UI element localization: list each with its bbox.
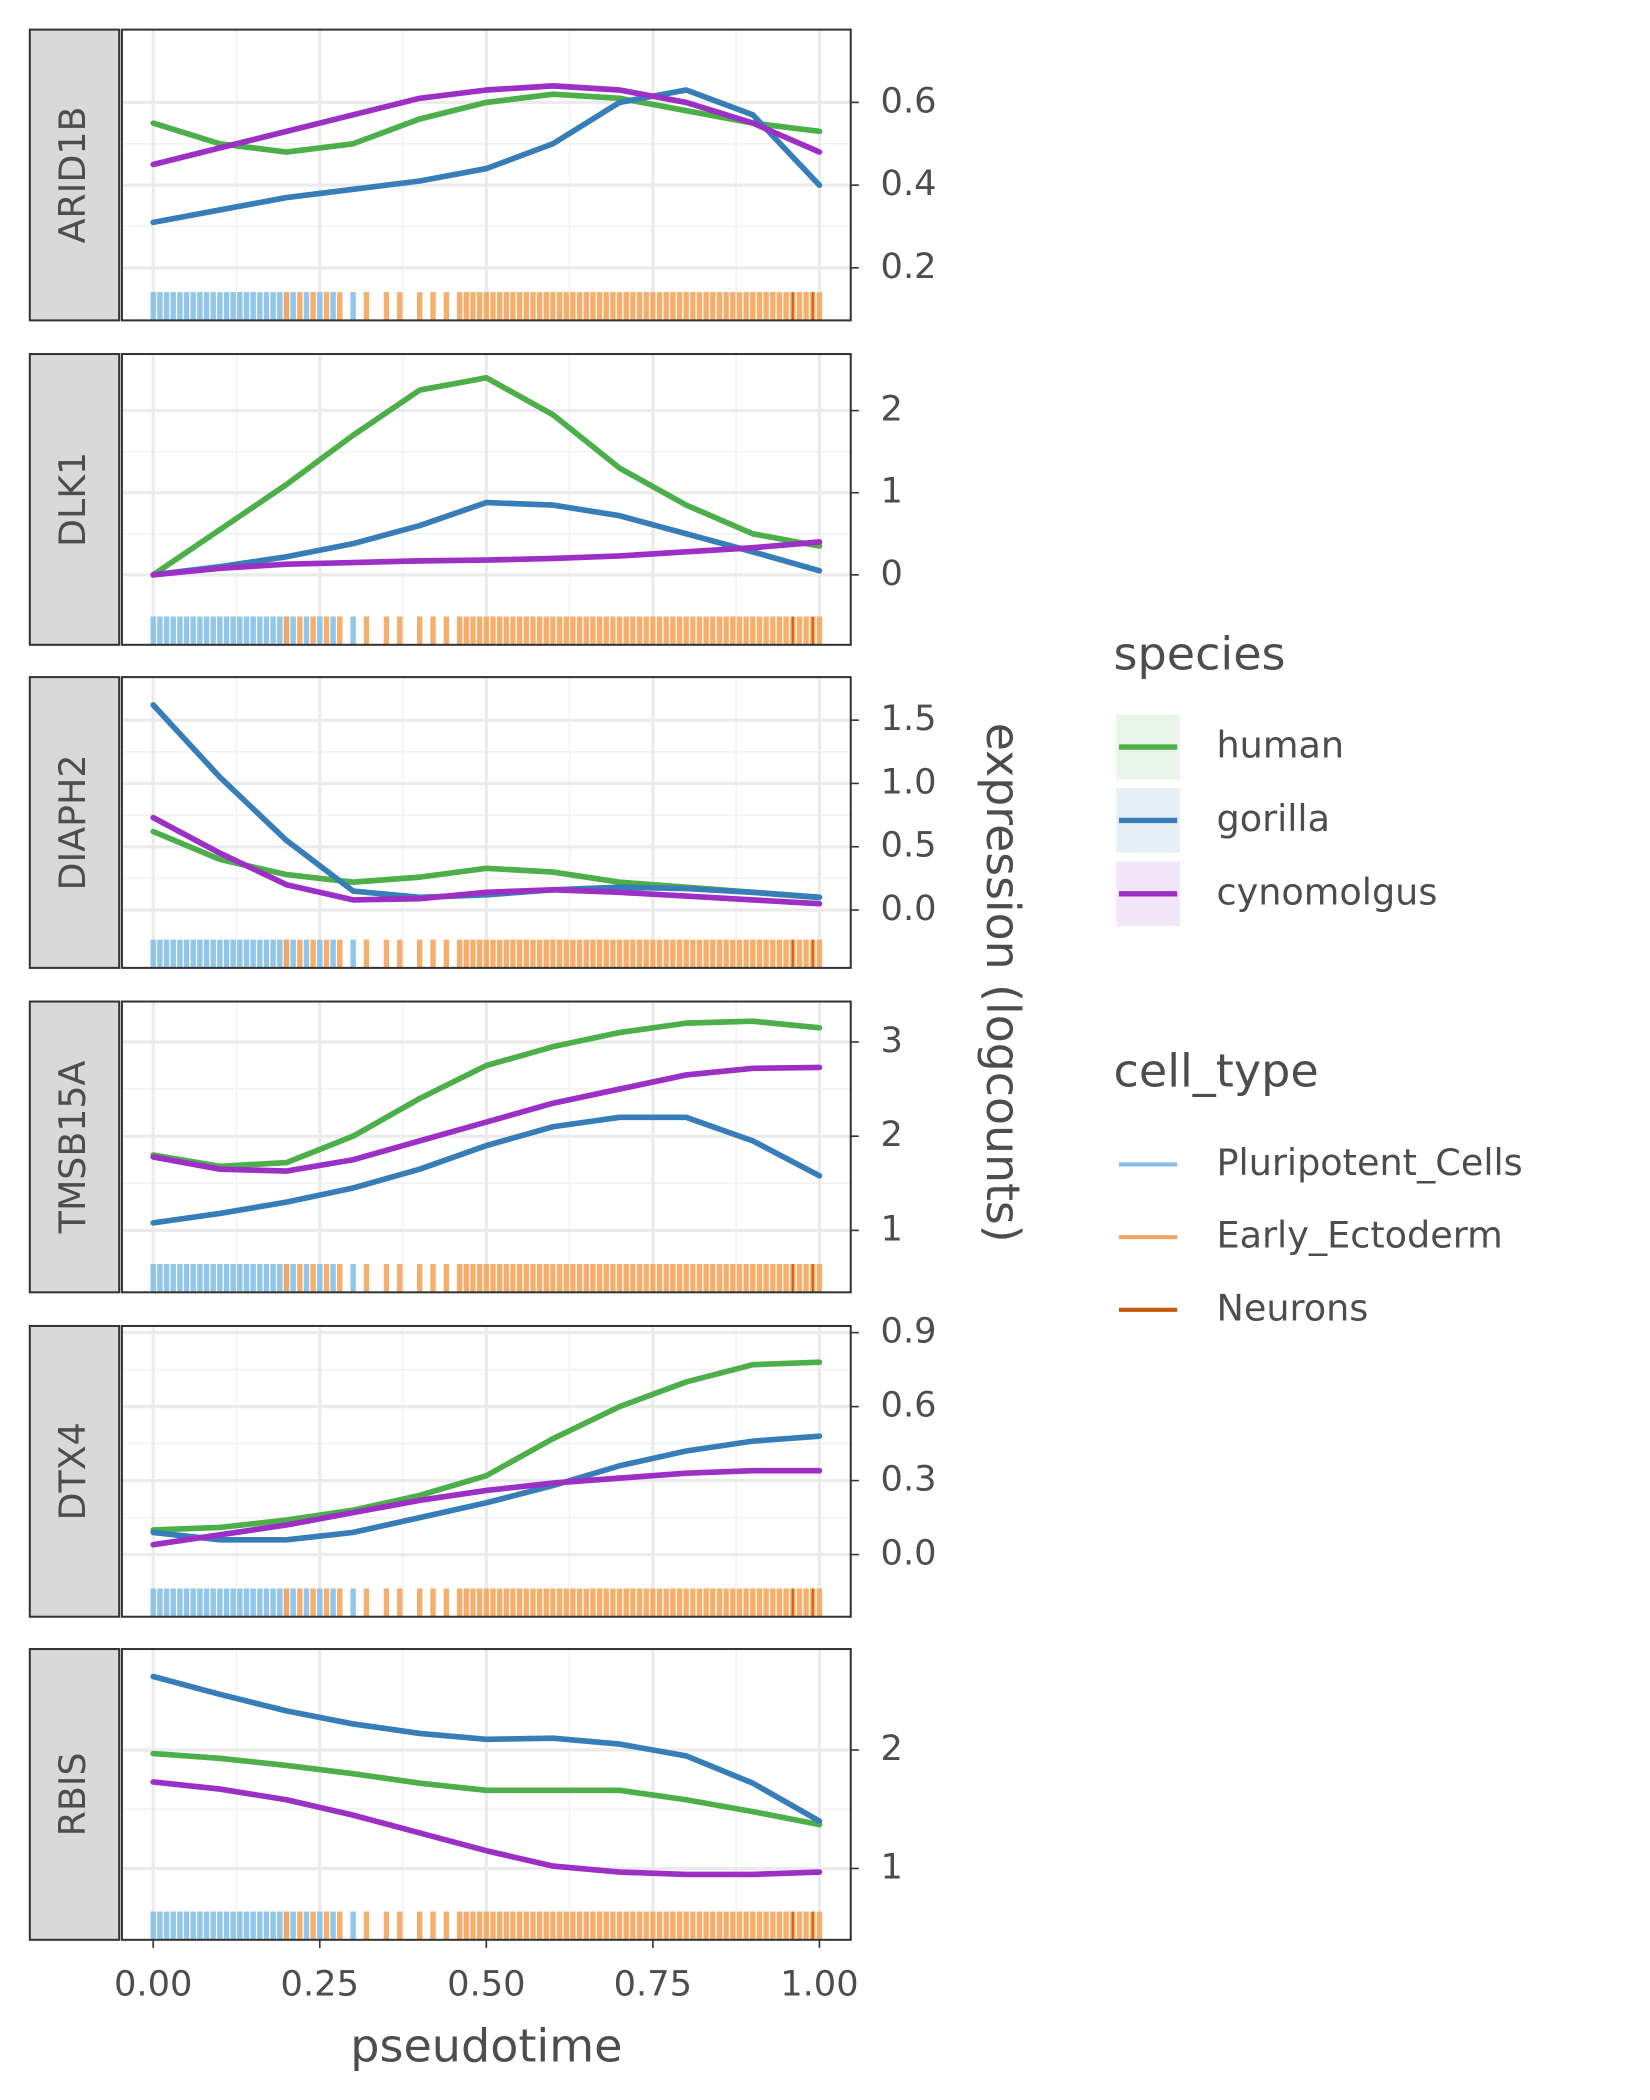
x-tick-label: 0.75: [614, 1964, 692, 2005]
legend-label: gorilla: [1217, 797, 1331, 840]
series-line: [150, 1018, 823, 1170]
series-line: [150, 499, 823, 578]
y-tick-label: 1: [881, 1847, 903, 1888]
y-tick-label: 0: [881, 553, 903, 594]
strip-label: RBIS: [51, 1752, 94, 1836]
y-tick-label: 1: [881, 471, 903, 512]
strip-label: TMSB15A: [51, 1061, 94, 1235]
x-axis-title: pseudotime: [350, 2018, 622, 2072]
legend-label: Pluripotent_Cells: [1217, 1141, 1523, 1184]
legend-label: Neurons: [1217, 1286, 1369, 1329]
legend-label: cynomolgus: [1217, 870, 1438, 913]
series-line: [150, 1467, 823, 1548]
legend-title: cell_type: [1114, 1044, 1319, 1098]
y-tick-label: 0.0: [881, 1533, 937, 1574]
y-tick-label: 2: [881, 389, 903, 430]
y-tick-label: 3: [881, 1020, 903, 1061]
series-line: [150, 87, 823, 226]
strip: [28, 28, 121, 322]
series-line: [150, 83, 823, 168]
series-line: [150, 374, 823, 578]
y-tick-label: 0.2: [881, 246, 937, 287]
y-axis-title: expression (logcounts): [976, 723, 1030, 1243]
strip: [28, 1324, 121, 1618]
series-line: [150, 1114, 823, 1226]
x-tick-label: 0.25: [281, 1964, 359, 2005]
y-tick-label: 0.4: [881, 163, 937, 204]
y-tick-label: 0.9: [881, 1311, 937, 1352]
strip-label: ARID1B: [51, 107, 94, 244]
x-tick-label: 1.00: [780, 1964, 858, 2005]
panel-border: [120, 676, 852, 969]
x-tick-label: 0.00: [114, 1964, 192, 2005]
y-tick-label: 1.0: [881, 762, 937, 803]
legend-title: species: [1114, 627, 1286, 681]
series-line: [150, 1433, 823, 1543]
y-tick-label: 1: [881, 1208, 903, 1249]
series-line: [150, 91, 823, 155]
y-tick-label: 0.6: [881, 1385, 937, 1426]
series-line: [150, 1779, 823, 1878]
strip-label: DLK1: [51, 452, 94, 547]
y-tick-label: 0.3: [881, 1459, 937, 1500]
y-tick-label: 0.0: [881, 888, 937, 929]
y-tick-label: 1.5: [881, 698, 937, 739]
legend-label: Early_Ectoderm: [1217, 1214, 1503, 1257]
strip: [28, 1648, 121, 1941]
legend-label: human: [1217, 724, 1345, 767]
y-tick-label: 0.6: [881, 80, 937, 121]
y-tick-label: 2: [881, 1114, 903, 1155]
panel-border: [120, 1648, 852, 1941]
strip: [28, 676, 121, 969]
series-line: [150, 1064, 823, 1174]
y-tick-label: 0.5: [881, 825, 937, 866]
strip: [28, 1000, 121, 1294]
strip-label: DTX4: [51, 1422, 94, 1520]
y-tick-label: 2: [881, 1728, 903, 1769]
series-line: [150, 814, 823, 907]
strip: [28, 353, 121, 646]
panel-border: [120, 1000, 852, 1294]
series-line: [150, 539, 823, 578]
strip-label: DIAPH2: [51, 755, 94, 891]
panel-border: [120, 353, 852, 646]
series-line: [150, 1359, 823, 1533]
series-line: [150, 1750, 823, 1828]
panel-border: [120, 1324, 852, 1618]
panel-border: [120, 28, 852, 322]
series-line: [150, 1673, 823, 1824]
x-tick-label: 0.50: [447, 1964, 525, 2005]
